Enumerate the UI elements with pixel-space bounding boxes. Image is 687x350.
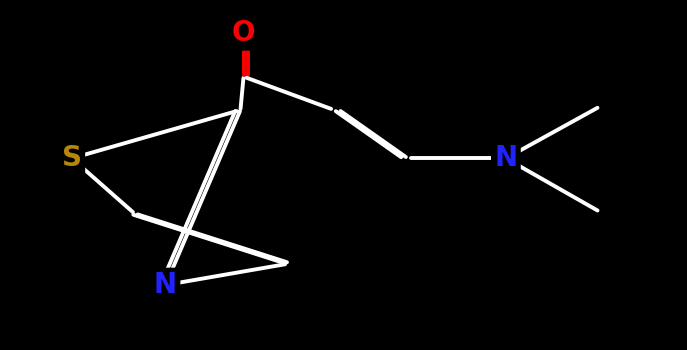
- Text: O: O: [232, 19, 256, 47]
- Text: N: N: [495, 144, 517, 172]
- Text: N: N: [154, 271, 177, 299]
- Text: S: S: [62, 144, 82, 172]
